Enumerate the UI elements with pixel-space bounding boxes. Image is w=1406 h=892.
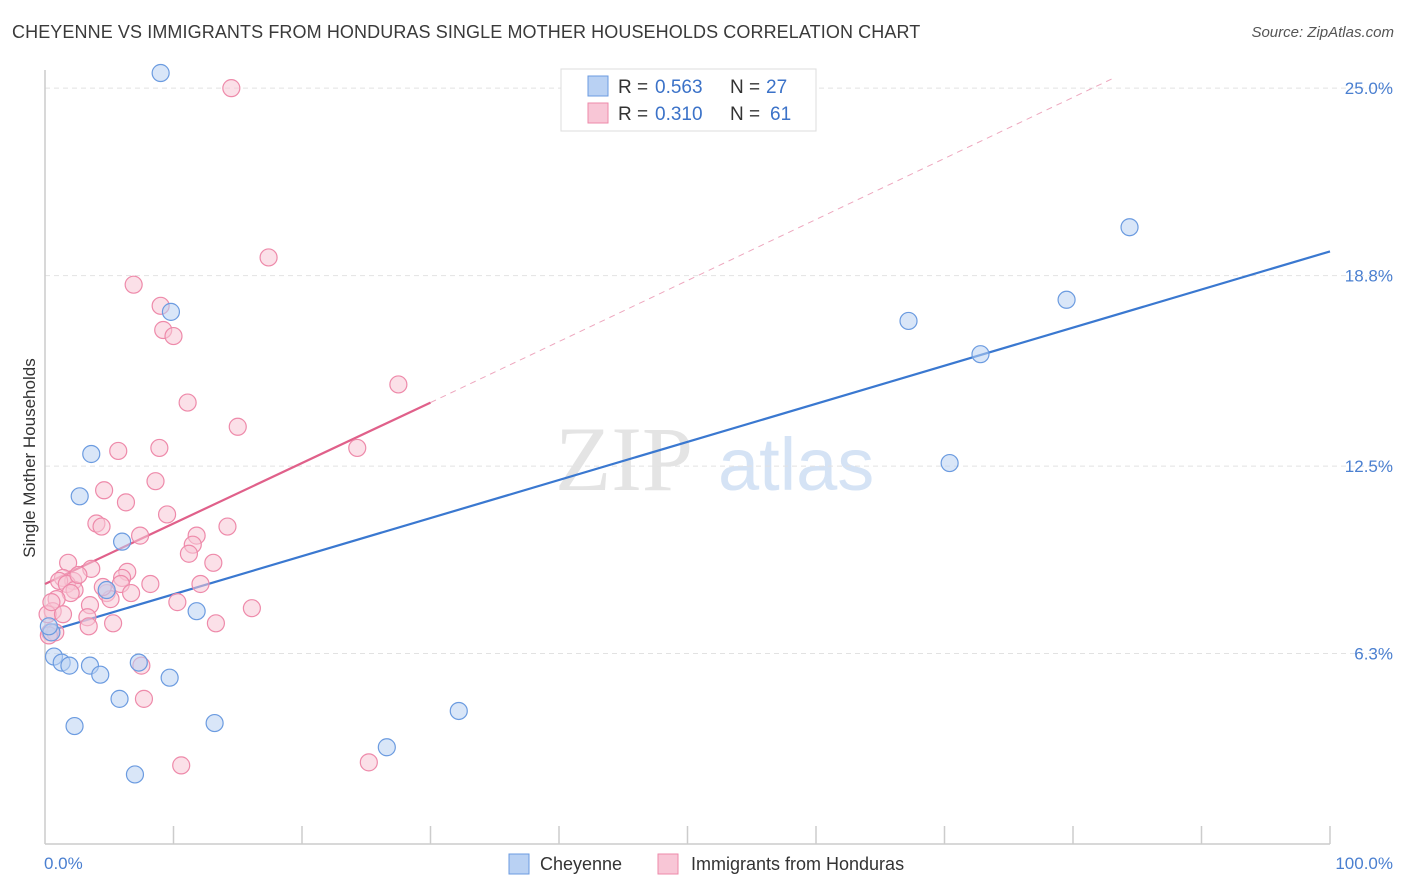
data-point-cheyenne <box>82 444 101 464</box>
data-point-cheyenne <box>91 665 110 684</box>
data-point-honduras <box>53 605 73 624</box>
data-point-honduras <box>109 441 128 461</box>
data-point-honduras <box>172 756 191 775</box>
data-point-honduras <box>348 438 367 458</box>
data-point-honduras <box>191 574 210 594</box>
data-point-cheyenne <box>899 311 918 331</box>
data-point-honduras <box>121 583 141 603</box>
data-point-honduras <box>69 565 88 585</box>
data-point-cheyenne <box>129 653 148 672</box>
data-point-honduras <box>179 544 199 563</box>
trend-line-extension <box>430 78 1112 404</box>
y-tick-label: 18.8% <box>1345 267 1393 286</box>
series-legend: Cheyenne Immigrants from Honduras <box>508 853 904 875</box>
data-point-honduras <box>242 599 261 618</box>
trend-lines <box>44 78 1331 634</box>
data-point-honduras <box>359 753 378 772</box>
data-point-cheyenne <box>377 738 396 757</box>
legend-n-label-1: N = <box>730 77 760 98</box>
data-point-honduras <box>206 614 226 633</box>
data-point-cheyenne <box>160 668 179 687</box>
data-point-honduras <box>222 79 241 98</box>
data-point-cheyenne <box>940 453 959 473</box>
legend-n-value-honduras: 61 <box>770 104 791 125</box>
series-legend-label-cheyenne: Cheyenne <box>540 854 622 874</box>
data-point-cheyenne <box>161 302 181 321</box>
y-tick-label: 6.3% <box>1354 645 1393 664</box>
data-point-honduras <box>141 574 160 594</box>
data-point-honduras <box>178 393 197 412</box>
data-point-cheyenne <box>151 63 170 83</box>
data-point-cheyenne <box>70 487 89 506</box>
y-tick-labels: 6.3% 12.5% 18.8% 25.0% <box>1345 79 1393 663</box>
series-legend-label-honduras: Immigrants from Honduras <box>691 854 904 874</box>
data-point-cheyenne <box>187 602 206 621</box>
data-point-honduras <box>130 526 150 545</box>
y-tick-label: 12.5% <box>1345 457 1393 476</box>
data-point-honduras <box>79 617 98 636</box>
data-point-honduras <box>116 493 136 512</box>
data-point-cheyenne <box>449 701 468 721</box>
data-point-honduras <box>104 614 123 633</box>
trend-line-honduras <box>44 401 431 585</box>
legend-r-value-honduras: 0.310 <box>655 104 703 125</box>
data-point-cheyenne <box>1120 218 1139 237</box>
data-point-cheyenne <box>125 765 145 784</box>
data-point-honduras <box>259 248 278 267</box>
legend-swatch-honduras <box>587 102 609 124</box>
data-point-honduras <box>218 517 237 536</box>
data-point-honduras <box>42 593 61 612</box>
y-axis-title: Single Mother Households <box>20 358 39 557</box>
data-point-cheyenne <box>60 656 79 675</box>
data-point-cheyenne <box>97 580 116 600</box>
legend-r-label-1: R = <box>618 77 648 98</box>
gridlines <box>45 87 1392 655</box>
data-point-cheyenne <box>39 617 58 636</box>
watermark-zip: ZIP <box>555 408 693 510</box>
data-points <box>38 63 1139 784</box>
data-point-cheyenne <box>110 689 129 708</box>
data-point-cheyenne <box>65 716 84 736</box>
source-label: Source: ZipAtlas.com <box>1251 24 1394 41</box>
data-point-honduras <box>134 689 154 708</box>
watermark-atlas: atlas <box>718 423 874 506</box>
series-legend-swatch-cheyenne <box>508 853 530 875</box>
x-tick-label-min: 0.0% <box>44 854 83 873</box>
data-point-cheyenne <box>112 532 132 551</box>
data-point-honduras <box>150 438 169 458</box>
trend-line-cheyenne <box>44 250 1331 634</box>
data-point-honduras <box>157 505 177 524</box>
data-point-honduras <box>389 375 408 394</box>
x-ticks <box>172 826 1331 844</box>
legend-n-value-cheyenne: 27 <box>766 77 787 98</box>
stats-legend: R = 0.563 N = 27 R = 0.310 N = 61 <box>560 68 817 132</box>
data-point-honduras <box>168 593 187 612</box>
legend-r-label-2: R = <box>618 104 648 125</box>
x-tick-label-max: 100.0% <box>1335 854 1393 873</box>
watermark: ZIP atlas <box>555 408 874 510</box>
y-tick-label: 25.0% <box>1345 79 1393 98</box>
data-point-honduras <box>146 472 165 491</box>
data-point-honduras <box>124 275 143 294</box>
data-point-honduras <box>228 417 247 436</box>
legend-n-label-2: N = <box>730 104 760 125</box>
legend-r-value-cheyenne: 0.563 <box>655 77 703 98</box>
series-legend-swatch-honduras <box>657 853 679 875</box>
data-point-honduras <box>95 481 114 500</box>
data-point-cheyenne <box>971 345 990 364</box>
data-point-honduras <box>204 553 223 572</box>
data-point-cheyenne <box>205 713 224 733</box>
legend-swatch-cheyenne <box>587 75 609 97</box>
chart-title: CHEYENNE VS IMMIGRANTS FROM HONDURAS SIN… <box>12 22 921 42</box>
data-point-honduras <box>164 326 183 346</box>
data-point-honduras <box>92 517 111 536</box>
data-point-cheyenne <box>1057 290 1076 309</box>
